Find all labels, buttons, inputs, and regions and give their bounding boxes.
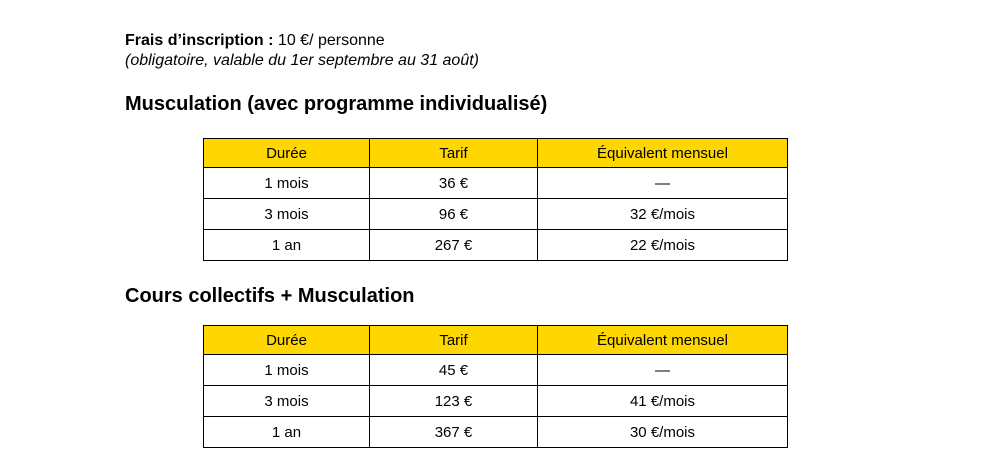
table-row: 3 mois 123 € 41 €/mois	[203, 385, 788, 417]
table-row: 1 an 367 € 30 €/mois	[203, 416, 788, 448]
col-header-duree: Durée	[203, 325, 370, 355]
section-title-musculation: Musculation (avec programme individualis…	[125, 93, 548, 115]
col-header-equivalent-mensuel: Équivalent mensuel	[537, 325, 788, 355]
cell-duree: 3 mois	[203, 385, 370, 417]
cell-duree: 3 mois	[203, 198, 370, 230]
col-header-duree: Durée	[203, 138, 370, 168]
table-row: 1 mois 36 € —	[203, 167, 788, 199]
col-header-tarif: Tarif	[369, 138, 538, 168]
pricing-table-cours-collectifs: Durée Tarif Équivalent mensuel 1 mois 45…	[203, 325, 788, 448]
cell-duree: 1 an	[203, 229, 370, 261]
registration-fee-label: Frais d’inscription :	[125, 32, 274, 49]
cell-equivalent: —	[537, 167, 788, 199]
table-row: 1 an 267 € 22 €/mois	[203, 229, 788, 261]
cell-tarif: 123 €	[369, 385, 538, 417]
cell-equivalent: 22 €/mois	[537, 229, 788, 261]
pricing-table-musculation: Durée Tarif Équivalent mensuel 1 mois 36…	[203, 138, 788, 261]
registration-fee-line: Frais d’inscription : 10 €/ personne	[125, 31, 385, 50]
cell-duree: 1 mois	[203, 354, 370, 386]
cell-equivalent: —	[537, 354, 788, 386]
table-row: 3 mois 96 € 32 €/mois	[203, 198, 788, 230]
table-row: 1 mois 45 € —	[203, 354, 788, 386]
cell-equivalent: 30 €/mois	[537, 416, 788, 448]
cell-tarif: 267 €	[369, 229, 538, 261]
cell-tarif: 367 €	[369, 416, 538, 448]
col-header-equivalent-mensuel: Équivalent mensuel	[537, 138, 788, 168]
table-header-row: Durée Tarif Équivalent mensuel	[203, 325, 788, 355]
cell-tarif: 36 €	[369, 167, 538, 199]
section-title-cours-collectifs: Cours collectifs + Musculation	[125, 285, 415, 307]
cell-tarif: 96 €	[369, 198, 538, 230]
registration-fee-note: (obligatoire, valable du 1er septembre a…	[125, 52, 479, 69]
col-header-tarif: Tarif	[369, 325, 538, 355]
cell-duree: 1 an	[203, 416, 370, 448]
cell-equivalent: 41 €/mois	[537, 385, 788, 417]
cell-duree: 1 mois	[203, 167, 370, 199]
cell-tarif: 45 €	[369, 354, 538, 386]
cell-equivalent: 32 €/mois	[537, 198, 788, 230]
table-header-row: Durée Tarif Équivalent mensuel	[203, 138, 788, 168]
registration-fee-value: 10 €/ personne	[277, 32, 385, 49]
